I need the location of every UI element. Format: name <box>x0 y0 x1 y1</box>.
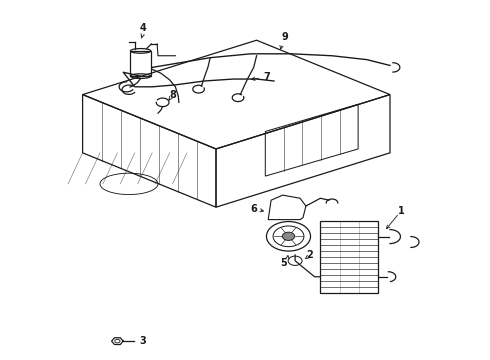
Text: 8: 8 <box>169 90 176 100</box>
Text: 3: 3 <box>140 336 146 346</box>
Text: 4: 4 <box>140 23 147 33</box>
Text: 2: 2 <box>306 250 313 260</box>
Bar <box>320 221 378 293</box>
Text: 7: 7 <box>264 72 270 82</box>
Text: 9: 9 <box>281 32 288 42</box>
Circle shape <box>282 232 294 240</box>
Bar <box>130 51 151 76</box>
Text: 5: 5 <box>280 258 287 268</box>
Text: 1: 1 <box>398 206 405 216</box>
Text: 6: 6 <box>250 204 257 214</box>
